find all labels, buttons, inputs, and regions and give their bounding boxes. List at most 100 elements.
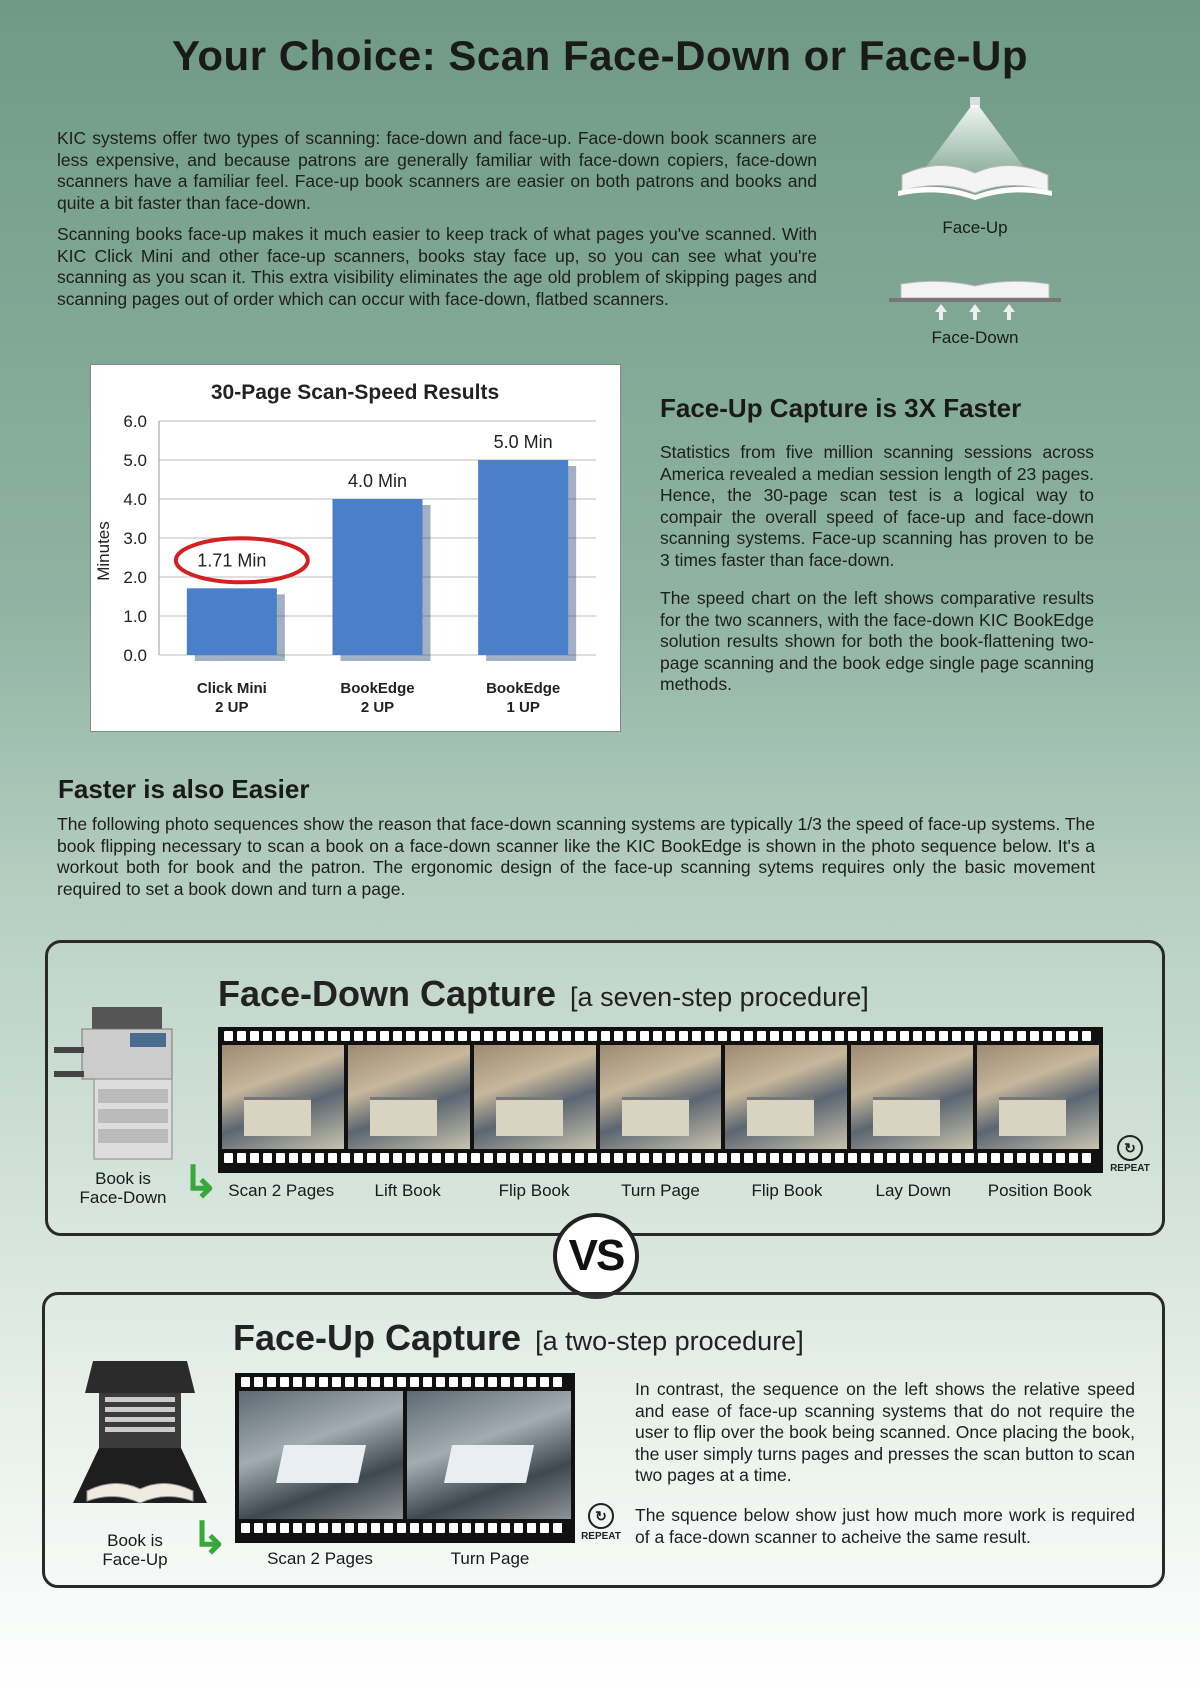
sprocket-hole (913, 1153, 922, 1163)
filmstrip-sprockets-bottom (235, 1519, 575, 1537)
sprocket-hole (679, 1153, 688, 1163)
chart-data-label: 4.0 Min (348, 471, 407, 491)
sprocket-hole (614, 1153, 623, 1163)
sprocket-hole (601, 1153, 610, 1163)
sprocket-hole (553, 1377, 562, 1387)
sprocket-hole (562, 1031, 571, 1041)
sprocket-hole (263, 1031, 272, 1041)
sprocket-hole (280, 1523, 289, 1533)
chart-x-tick-label: 1 UP (506, 699, 539, 716)
sprocket-hole (991, 1031, 1000, 1041)
chart-y-ticks: 0.0 1.0 2.0 3.0 4.0 5.0 6.0 (123, 412, 147, 665)
sprocket-hole (241, 1377, 250, 1387)
sprocket-hole (540, 1377, 549, 1387)
sprocket-hole (1069, 1153, 1078, 1163)
chart-bar (332, 499, 423, 655)
sprocket-hole (237, 1153, 246, 1163)
sprocket-hole (1030, 1031, 1039, 1041)
step-photo-lift-book (347, 1045, 470, 1149)
sprocket-hole (501, 1523, 510, 1533)
speed-paragraph-2: The speed chart on the left shows compar… (660, 588, 1094, 694)
chart-y-tick-label: 5.0 (123, 451, 147, 470)
vs-badge: VS (553, 1213, 639, 1299)
sprocket-hole (484, 1031, 493, 1041)
sprocket-hole (731, 1153, 740, 1163)
sprocket-hole (263, 1153, 272, 1163)
step-label: Turn Page (450, 1549, 530, 1568)
face-down-device-label: Book is Face-Down (63, 1169, 183, 1207)
green-arrow-icon: ↳ (191, 1514, 228, 1563)
sprocket-hole (488, 1377, 497, 1387)
sprocket-hole (861, 1153, 870, 1163)
sprocket-hole (757, 1153, 766, 1163)
sprocket-hole (1082, 1153, 1091, 1163)
face-up-filmstrip (235, 1373, 575, 1543)
face-down-filmstrip (218, 1027, 1103, 1173)
speed-heading: Face-Up Capture is 3X Faster (660, 393, 1022, 423)
sprocket-hole (627, 1031, 636, 1041)
step-label: Scan 2 Pages (228, 1181, 335, 1200)
sprocket-hole (341, 1153, 350, 1163)
sprocket-hole (410, 1523, 419, 1533)
sprocket-hole (397, 1377, 406, 1387)
sprocket-hole (280, 1377, 289, 1387)
chart-y-tick-label: 0.0 (123, 646, 147, 665)
step-photo-scan-2-pages (239, 1391, 403, 1519)
sprocket-hole (1069, 1031, 1078, 1041)
sprocket-hole (978, 1031, 987, 1041)
step-photo-scan-2-pages (222, 1045, 344, 1149)
sprocket-hole (224, 1153, 233, 1163)
sprocket-hole (705, 1153, 714, 1163)
sprocket-hole (1017, 1031, 1026, 1041)
face-up-device-label-line-2: Face-Up (102, 1550, 168, 1569)
face-up-scanner-icon (73, 1361, 207, 1504)
sprocket-hole (1017, 1153, 1026, 1163)
sprocket-hole (436, 1377, 445, 1387)
face-up-subtitle: [a two-step procedure] (535, 1326, 804, 1356)
sprocket-hole (462, 1377, 471, 1387)
sprocket-hole (267, 1377, 276, 1387)
face-up-paragraph-1: In contrast, the sequence on the left sh… (635, 1379, 1136, 1485)
sprocket-hole (666, 1031, 675, 1041)
chart-y-tick-label: 2.0 (123, 568, 147, 587)
sprocket-hole (809, 1031, 818, 1041)
repeat-icon: ↻ (1117, 1135, 1143, 1161)
chart-x-tick-label: 2 UP (215, 699, 248, 716)
chart-x-tick-label: Click Mini (197, 680, 267, 697)
sprocket-hole (380, 1153, 389, 1163)
sprocket-hole (367, 1153, 376, 1163)
closed-book-face-down-icon (889, 280, 1061, 320)
sprocket-hole (549, 1153, 558, 1163)
sprocket-hole (1030, 1153, 1039, 1163)
step-label: Scan 2 Pages (267, 1549, 373, 1568)
sprocket-hole (384, 1377, 393, 1387)
sprocket-hole (653, 1153, 662, 1163)
sprocket-hole (250, 1031, 259, 1041)
sprocket-hole (510, 1031, 519, 1041)
chart-y-tick-label: 4.0 (123, 490, 147, 509)
sprocket-hole (796, 1031, 805, 1041)
sprocket-hole (254, 1377, 263, 1387)
sprocket-hole (952, 1153, 961, 1163)
sprocket-hole (393, 1153, 402, 1163)
face-up-repeat: ↻ REPEAT (579, 1503, 623, 1542)
face-down-step-labels: Scan 2 Pages Lift Book Flip Book Turn Pa… (218, 1181, 1103, 1201)
sprocket-hole (705, 1031, 714, 1041)
chart-data-label: 1.71 Min (197, 550, 266, 570)
sprocket-hole (371, 1523, 380, 1533)
face-down-repeat-label: REPEAT (1110, 1163, 1150, 1174)
sprocket-hole (536, 1031, 545, 1041)
chart-x-tick-label: BookEdge (340, 680, 414, 697)
sprocket-hole (692, 1031, 701, 1041)
sprocket-hole (484, 1153, 493, 1163)
face-down-repeat: ↻ REPEAT (1108, 1135, 1152, 1174)
sprocket-hole (423, 1523, 432, 1533)
sprocket-hole (1004, 1031, 1013, 1041)
sprocket-hole (939, 1031, 948, 1041)
sprocket-hole (770, 1153, 779, 1163)
face-up-caption: Face-Up (942, 218, 1008, 237)
sprocket-hole (575, 1153, 584, 1163)
sprocket-hole (640, 1031, 649, 1041)
sprocket-hole (874, 1031, 883, 1041)
face-down-illustration (885, 276, 1065, 326)
